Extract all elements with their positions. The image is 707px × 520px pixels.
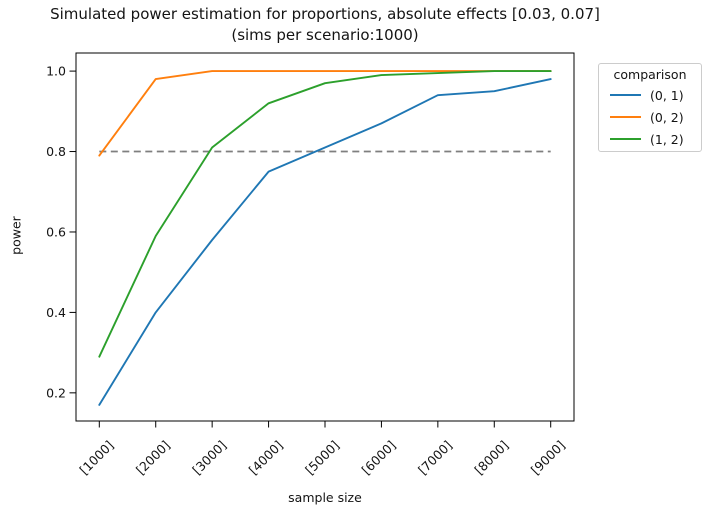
y-tick-label: 1.0 — [46, 64, 66, 79]
legend-entry-0: (0, 1) — [599, 84, 701, 106]
x-tick-label: [5000] — [302, 438, 342, 478]
x-tick-label: [3000] — [189, 438, 229, 478]
legend-entries: (0, 1) (0, 2) (1, 2) — [599, 84, 701, 150]
legend-title: comparison — [613, 67, 687, 82]
legend-line-swatch — [610, 116, 641, 118]
y-tick-label: 0.2 — [46, 385, 66, 400]
x-tick-label: [6000] — [359, 438, 399, 478]
legend-entry-2: (1, 2) — [599, 128, 701, 150]
legend-entry-1: (0, 2) — [599, 106, 701, 128]
y-tick-label: 0.4 — [46, 305, 66, 320]
legend-line-swatch — [610, 138, 641, 140]
legend-label: (0, 2) — [650, 109, 684, 125]
plot-frame — [75, 52, 575, 422]
x-tick-label: [1000] — [76, 438, 116, 478]
y-tick-label: 0.8 — [46, 144, 66, 159]
series-line-0 — [98, 78, 552, 406]
x-tick-label: [4000] — [246, 438, 286, 478]
x-tick-label: [9000] — [528, 438, 568, 478]
chart-title-line1: Simulated power estimation for proportio… — [50, 5, 600, 23]
x-tick-label: [8000] — [471, 438, 511, 478]
y-tick-label: 0.6 — [46, 224, 66, 239]
x-tick-label: [7000] — [415, 438, 455, 478]
legend: comparison (0, 1) (0, 2) (1, 2) — [598, 63, 702, 152]
chart-title-line2: (sims per scenario:1000) — [231, 26, 419, 44]
y-axis-label: power — [8, 216, 24, 255]
chart-title: Simulated power estimation for proportio… — [0, 4, 650, 46]
x-axis-label: sample size — [288, 490, 362, 505]
series-line-2 — [98, 70, 552, 358]
legend-line-swatch — [610, 94, 641, 96]
x-tick-label: [2000] — [133, 438, 173, 478]
legend-label: (0, 1) — [650, 87, 684, 103]
legend-label: (1, 2) — [650, 131, 684, 147]
